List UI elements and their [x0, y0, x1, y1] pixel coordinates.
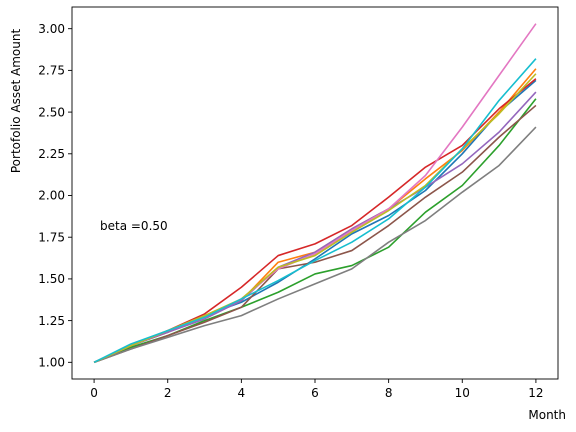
y-tick-label: 1.50 — [38, 272, 65, 286]
series-line-10 — [93, 58, 537, 364]
series-layer — [93, 23, 537, 364]
x-tick-label: 12 — [528, 386, 543, 400]
x-tick-label: 6 — [311, 386, 319, 400]
x-tick-label: 10 — [455, 386, 470, 400]
x-tick-label: 4 — [238, 386, 246, 400]
plot-frame — [71, 6, 559, 380]
y-tick-label: 1.00 — [38, 356, 65, 370]
y-tick-label: 2.50 — [38, 105, 65, 119]
y-tick-label: 1.75 — [38, 230, 65, 244]
series-line-6 — [93, 104, 537, 364]
x-tick-label: 8 — [385, 386, 393, 400]
y-tick-label: 2.25 — [38, 147, 65, 161]
series-line-5 — [93, 91, 537, 364]
y-tick-label: 1.25 — [38, 314, 65, 328]
y-tick-label: 2.00 — [38, 189, 65, 203]
annotation-text: beta =0.50 — [100, 219, 168, 233]
x-tick-label: 2 — [164, 386, 172, 400]
x-tick-label: 0 — [90, 386, 98, 400]
y-axis-label: Portofolio Asset Amount — [9, 29, 23, 174]
y-tick-label: 3.00 — [38, 22, 65, 36]
y-tick-label: 2.75 — [38, 64, 65, 78]
tick-layer: 0 2 4 6 8 10 12 1.00 1.25 1.50 1.75 2.00 2.25 2.50 2.7… — [38, 22, 543, 400]
series-line-8 — [93, 126, 537, 364]
x-axis-label: Month — [528, 408, 566, 422]
